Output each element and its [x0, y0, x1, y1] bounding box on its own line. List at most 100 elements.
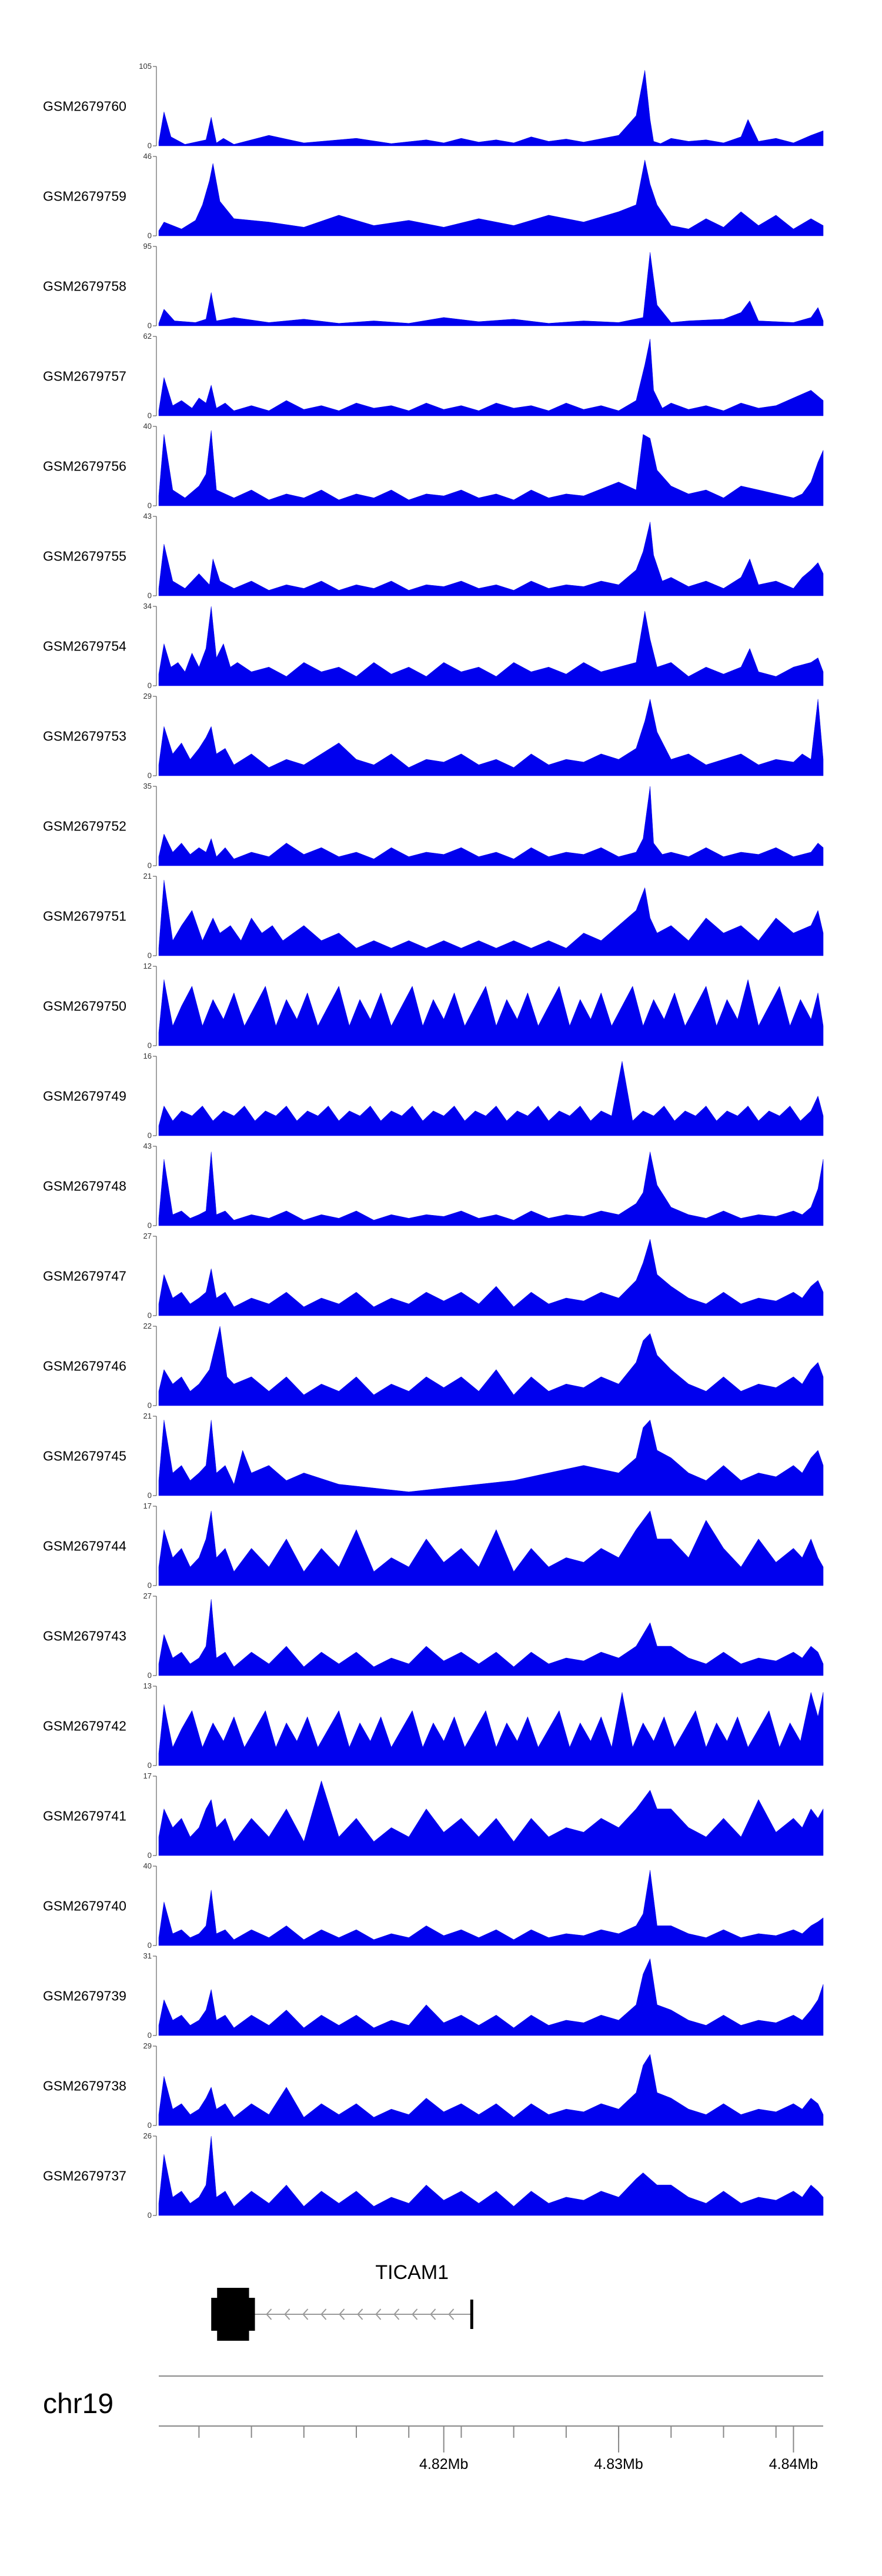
coverage-area [158, 979, 824, 1046]
track-ymin-label: 0 [148, 1671, 152, 1680]
track-label: GSM2679751 [43, 909, 126, 924]
track: GSM2679746 22 0 [43, 1322, 824, 1410]
track-label: GSM2679743 [43, 1629, 126, 1644]
x-axis-tick-label: 4.84Mb [769, 2456, 818, 2472]
track-ymax-label: 34 [143, 602, 152, 610]
gene-utr-left [211, 2298, 220, 2331]
track-ymax-label: 43 [143, 512, 152, 520]
track-label: GSM2679754 [43, 639, 126, 654]
track-ymin-label: 0 [148, 1221, 152, 1230]
track-label: GSM2679740 [43, 1898, 126, 1914]
track: GSM2679758 95 0 [43, 242, 824, 330]
track: GSM2679759 46 0 [43, 152, 824, 240]
gene-annotation-track: TICAM1 [211, 2261, 473, 2341]
coverage-area [158, 2054, 824, 2126]
track-label: GSM2679738 [43, 2078, 126, 2094]
track-ymin-label: 0 [148, 1851, 152, 1860]
track-label: GSM2679742 [43, 1719, 126, 1734]
coverage-area [158, 1870, 824, 1946]
gene-utr-right [246, 2298, 255, 2331]
track: GSM2679757 62 0 [43, 332, 824, 420]
track: GSM2679743 27 0 [43, 1591, 824, 1680]
track: GSM2679753 29 0 [43, 692, 824, 780]
track-ymax-label: 16 [143, 1052, 152, 1060]
strand-arrow [302, 2308, 309, 2320]
strand-arrow [375, 2308, 382, 2320]
track-label: GSM2679753 [43, 729, 126, 744]
track-ymax-label: 105 [139, 62, 152, 71]
track-label: GSM2679748 [43, 1179, 126, 1194]
strand-arrow [393, 2308, 400, 2320]
strand-arrow [284, 2308, 290, 2320]
track: GSM2679738 29 0 [43, 2041, 824, 2130]
track: GSM2679748 43 0 [43, 1142, 824, 1230]
track: GSM2679754 34 0 [43, 602, 824, 690]
coverage-area [158, 1958, 824, 2036]
track-label: GSM2679744 [43, 1539, 126, 1554]
coverage-area [158, 880, 824, 956]
track-ymax-label: 29 [143, 692, 152, 700]
track: GSM2679749 16 0 [43, 1052, 824, 1140]
track-ymin-label: 0 [148, 321, 152, 330]
track-ymin-label: 0 [148, 1761, 152, 1770]
gene-strand-arrows [266, 2308, 455, 2320]
track-ymin-label: 0 [148, 681, 152, 690]
track-ymax-label: 62 [143, 332, 152, 341]
coverage-area [158, 522, 824, 596]
track-label: GSM2679745 [43, 1449, 126, 1464]
track-ymin-label: 0 [148, 1131, 152, 1140]
track-ymax-label: 27 [143, 1591, 152, 1600]
track-ymin-label: 0 [148, 2211, 152, 2220]
coverage-area [158, 430, 824, 506]
track-ymax-label: 46 [143, 152, 152, 161]
coverage-area [158, 1599, 824, 1676]
track-label: GSM2679755 [43, 549, 126, 564]
track-ymax-label: 17 [143, 1771, 152, 1780]
track-ymax-label: 40 [143, 1861, 152, 1870]
coverage-area [158, 2135, 824, 2216]
track: GSM2679760 105 0 [43, 62, 824, 150]
x-axis-tick-label: 4.83Mb [594, 2456, 643, 2472]
gene-name-label: TICAM1 [375, 2261, 449, 2284]
track-ymin-label: 0 [148, 1401, 152, 1410]
strand-arrow [448, 2308, 455, 2320]
track-ymin-label: 0 [148, 1491, 152, 1500]
coverage-area [158, 339, 824, 416]
chromosome-axis: chr19 4.82Mb 4.83Mb 4.84Mb [43, 2375, 823, 2472]
x-axis-tick-label: 4.82Mb [419, 2456, 468, 2472]
track-ymin-label: 0 [148, 1941, 152, 1950]
strand-arrow [320, 2308, 327, 2320]
coverage-area [158, 1326, 824, 1406]
coverage-area [158, 786, 824, 866]
track-ymax-label: 17 [143, 1501, 152, 1510]
track: GSM2679747 27 0 [43, 1232, 824, 1320]
track-label: GSM2679760 [43, 99, 126, 114]
track: GSM2679744 17 0 [43, 1501, 824, 1590]
coverage-tracks: GSM2679760 105 0 GSM2679759 46 0 GSM2679758 95 0… [43, 62, 824, 2220]
coverage-area [158, 699, 824, 776]
coverage-area [158, 1239, 824, 1316]
track-label: GSM2679739 [43, 1988, 126, 2004]
track-ymin-label: 0 [148, 861, 152, 870]
track: GSM2679740 40 0 [43, 1861, 824, 1950]
track-ymin-label: 0 [148, 771, 152, 780]
track-label: GSM2679746 [43, 1359, 126, 1374]
track: GSM2679745 21 0 [43, 1412, 824, 1500]
strand-arrow [266, 2308, 272, 2320]
track-label: GSM2679741 [43, 1808, 126, 1824]
track: GSM2679741 17 0 [43, 1771, 824, 1860]
strand-arrow [412, 2308, 418, 2320]
track-ymin-label: 0 [148, 411, 152, 420]
x-axis-ticks [198, 2426, 794, 2452]
track-label: GSM2679737 [43, 2168, 126, 2184]
coverage-area [158, 1780, 824, 1856]
coverage-area [158, 70, 824, 146]
track-ymax-label: 22 [143, 1322, 152, 1330]
track-label: GSM2679747 [43, 1269, 126, 1284]
track-ymin-label: 0 [148, 141, 152, 150]
track-ymax-label: 43 [143, 1142, 152, 1150]
track-ymax-label: 21 [143, 1412, 152, 1420]
track-label: GSM2679752 [43, 819, 126, 834]
track-ymin-label: 0 [148, 231, 152, 240]
track-ymax-label: 35 [143, 782, 152, 790]
